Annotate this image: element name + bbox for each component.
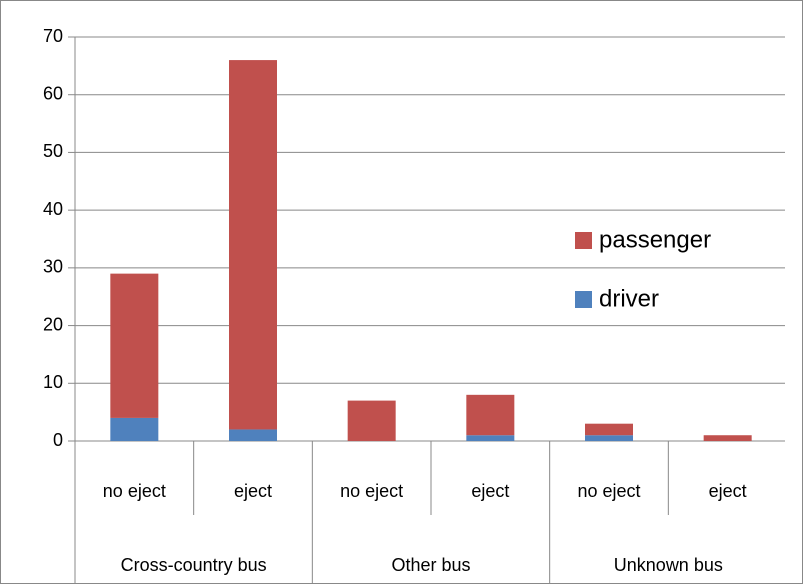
group-label: Other bus <box>391 555 470 575</box>
bar-segment <box>585 435 633 441</box>
x-tick-label: eject <box>234 481 272 501</box>
bar-segment <box>110 273 159 418</box>
bar-segment <box>703 435 752 441</box>
x-tick-label: no eject <box>103 481 166 501</box>
bar-segment <box>229 60 277 430</box>
x-tick-label: no eject <box>340 481 403 501</box>
y-tick-label: 0 <box>53 430 63 450</box>
bar-segment <box>466 394 515 436</box>
legend-label: driver <box>599 285 659 312</box>
x-tick-label: eject <box>471 481 509 501</box>
legend-swatch <box>575 232 592 249</box>
y-tick-label: 50 <box>43 141 63 161</box>
y-tick-label: 10 <box>43 372 63 392</box>
bar-segment <box>110 417 159 441</box>
legend-swatch <box>575 291 592 308</box>
y-tick-label: 60 <box>43 83 63 103</box>
bar-segment <box>466 435 515 441</box>
y-tick-label: 30 <box>43 257 63 277</box>
bar-segment <box>229 429 277 441</box>
group-label: Unknown bus <box>614 555 723 575</box>
group-label: Cross-country bus <box>121 555 267 575</box>
x-tick-label: eject <box>709 481 747 501</box>
legend-label: passenger <box>599 226 711 253</box>
x-tick-label: no eject <box>577 481 640 501</box>
y-tick-label: 40 <box>43 199 63 219</box>
bar-segment <box>585 423 633 436</box>
bar-segment <box>347 400 396 441</box>
y-tick-label: 20 <box>43 314 63 334</box>
y-tick-label: 70 <box>43 26 63 46</box>
